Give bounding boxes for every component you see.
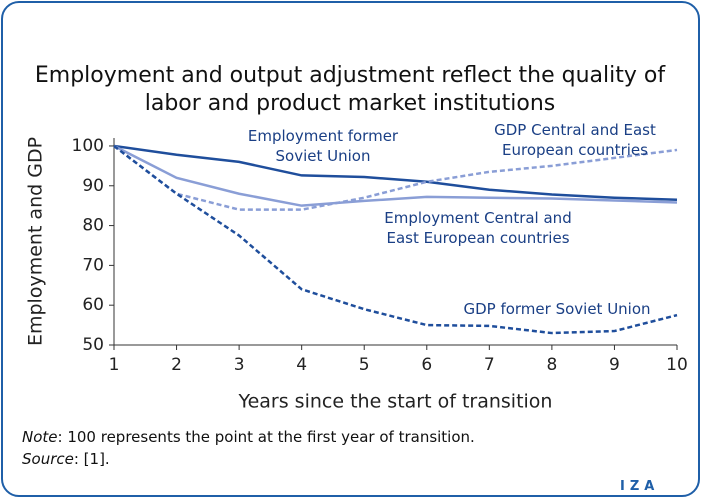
x-tick-label: 4	[296, 355, 307, 375]
y-tick-label: 50	[82, 335, 104, 355]
note-label: Note	[22, 428, 58, 446]
series-line	[113, 144, 678, 211]
note-text: : 100 represents the point at the first …	[57, 428, 475, 446]
x-tick-label: 6	[421, 355, 432, 375]
series-label: Employment former Soviet Union	[247, 127, 399, 165]
x-axis-label: Years since the start of transition	[238, 391, 553, 413]
source-label: Source	[22, 450, 74, 468]
series-line	[113, 144, 678, 201]
y-tick-label: 70	[82, 255, 104, 275]
x-tick-label: 8	[546, 355, 557, 375]
series-line	[113, 144, 678, 335]
series-label: Employment Central and East European cou…	[384, 209, 572, 247]
notes: Note: 100 represents the point at the fi…	[22, 426, 475, 470]
x-tick-label: 3	[234, 355, 245, 375]
y-tick-label: 60	[82, 295, 104, 315]
x-tick-label: 10	[666, 355, 688, 375]
chart-title: Employment and output adjustment reflect…	[34, 63, 666, 116]
logo: IZA	[600, 479, 680, 494]
note: Note: 100 represents the point at the fi…	[22, 426, 475, 448]
y-tick-label: 100	[72, 136, 104, 156]
y-tick-label: 80	[82, 216, 104, 236]
source: Source: [1].	[22, 448, 475, 470]
series-label: GDP Central and East European countries	[494, 121, 656, 159]
x-tick-label: 7	[484, 355, 495, 375]
x-tick-label: 2	[171, 355, 182, 375]
y-axis-label: Employment and GDP	[25, 137, 47, 346]
x-tick-label: 9	[609, 355, 620, 375]
x-tick-label: 1	[109, 355, 120, 375]
x-tick-label: 5	[359, 355, 370, 375]
series-line	[113, 144, 678, 207]
series-label: GDP former Soviet Union	[463, 300, 651, 318]
y-tick-label: 90	[82, 176, 104, 196]
source-text: : [1].	[73, 450, 110, 468]
